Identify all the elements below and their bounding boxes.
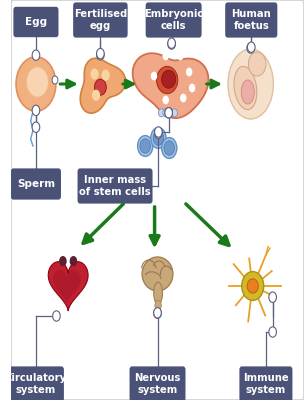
Circle shape (180, 94, 187, 102)
Circle shape (164, 141, 174, 155)
Text: Nervous
system: Nervous system (134, 373, 181, 395)
Ellipse shape (162, 138, 177, 158)
Circle shape (52, 76, 58, 84)
Circle shape (59, 256, 67, 266)
Circle shape (168, 39, 175, 49)
Ellipse shape (95, 79, 106, 95)
Circle shape (248, 52, 266, 76)
Polygon shape (133, 53, 209, 118)
Text: Sperm: Sperm (17, 179, 55, 189)
Ellipse shape (234, 66, 257, 110)
Circle shape (32, 50, 40, 60)
Ellipse shape (155, 300, 161, 310)
FancyBboxPatch shape (240, 366, 292, 400)
Ellipse shape (241, 80, 254, 104)
Circle shape (177, 52, 184, 60)
Ellipse shape (228, 49, 273, 119)
Circle shape (154, 308, 161, 318)
Circle shape (163, 96, 169, 104)
Circle shape (269, 327, 276, 337)
FancyBboxPatch shape (13, 7, 58, 37)
FancyBboxPatch shape (73, 2, 128, 38)
FancyBboxPatch shape (146, 2, 202, 38)
Circle shape (140, 139, 150, 153)
Circle shape (247, 42, 255, 52)
Circle shape (151, 72, 157, 80)
Ellipse shape (138, 136, 153, 156)
Circle shape (155, 127, 162, 137)
Circle shape (189, 84, 195, 92)
FancyBboxPatch shape (225, 2, 277, 38)
Text: Human
foetus: Human foetus (231, 9, 271, 31)
Circle shape (158, 109, 164, 117)
FancyBboxPatch shape (78, 168, 153, 204)
Circle shape (32, 105, 40, 116)
Circle shape (167, 109, 173, 117)
Circle shape (97, 48, 104, 59)
Polygon shape (53, 270, 81, 304)
Ellipse shape (162, 70, 176, 88)
FancyBboxPatch shape (130, 366, 185, 400)
Text: Fertilised
egg: Fertilised egg (74, 9, 127, 31)
Circle shape (102, 70, 110, 81)
Circle shape (165, 108, 172, 118)
Circle shape (171, 109, 178, 117)
Ellipse shape (151, 128, 166, 148)
Circle shape (70, 256, 77, 266)
Ellipse shape (157, 66, 178, 94)
Circle shape (165, 108, 172, 118)
Polygon shape (80, 58, 126, 113)
Circle shape (163, 109, 169, 117)
Circle shape (186, 68, 192, 76)
Text: Immune
system: Immune system (243, 373, 289, 395)
Text: Egg: Egg (25, 17, 47, 27)
Text: Inner mass
of stem cells: Inner mass of stem cells (79, 175, 151, 197)
Circle shape (163, 52, 169, 60)
Circle shape (97, 50, 104, 60)
Circle shape (26, 67, 49, 97)
Circle shape (269, 292, 276, 302)
Ellipse shape (142, 257, 173, 291)
Circle shape (247, 43, 254, 53)
Text: Circulatory
system: Circulatory system (5, 373, 67, 395)
Circle shape (32, 122, 40, 132)
Ellipse shape (242, 272, 264, 300)
Circle shape (90, 68, 98, 80)
FancyBboxPatch shape (11, 168, 61, 200)
Circle shape (53, 311, 60, 321)
Polygon shape (48, 262, 88, 311)
Text: Embryonic
cells: Embryonic cells (144, 9, 203, 31)
Circle shape (154, 308, 161, 318)
Ellipse shape (247, 279, 258, 293)
Circle shape (168, 38, 175, 48)
Circle shape (92, 90, 100, 101)
Circle shape (153, 131, 164, 145)
Circle shape (155, 128, 162, 138)
Ellipse shape (154, 282, 163, 304)
Circle shape (16, 57, 56, 111)
FancyBboxPatch shape (8, 366, 64, 400)
